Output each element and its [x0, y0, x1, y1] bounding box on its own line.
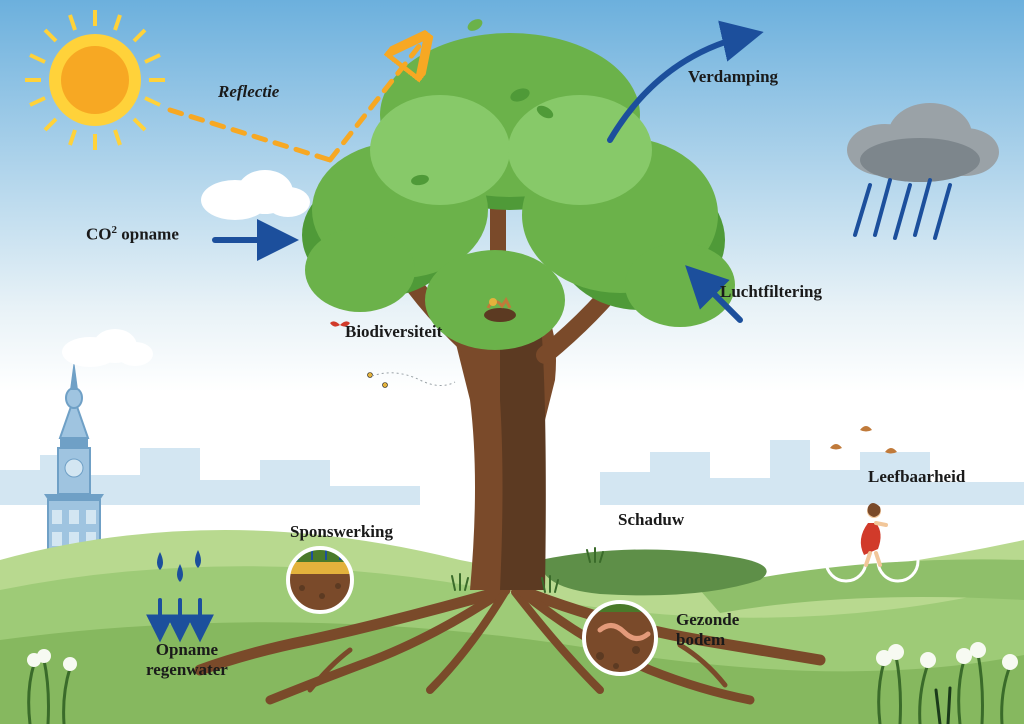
soil-sponge-icon [288, 548, 352, 614]
label-biodiversiteit: Biodiversiteit [345, 322, 442, 342]
label-opname-regenwater: Opname regenwater [146, 640, 228, 679]
label-leefbaarheid: Leefbaarheid [868, 467, 965, 487]
label-luchtfiltering: Luchtfiltering [720, 282, 822, 302]
label-schaduw: Schaduw [618, 510, 684, 530]
label-reflectie: Reflectie [218, 82, 279, 102]
label-co2: CO2 opname [86, 224, 179, 245]
label-gezonde-bodem: Gezonde bodem [676, 610, 739, 649]
label-verdamping: Verdamping [688, 67, 778, 87]
scene-svg [0, 0, 1024, 724]
label-sponswerking: Sponswerking [290, 522, 393, 542]
infographic-stage: Reflectie Verdamping CO2 opname Luchtfil… [0, 0, 1024, 724]
